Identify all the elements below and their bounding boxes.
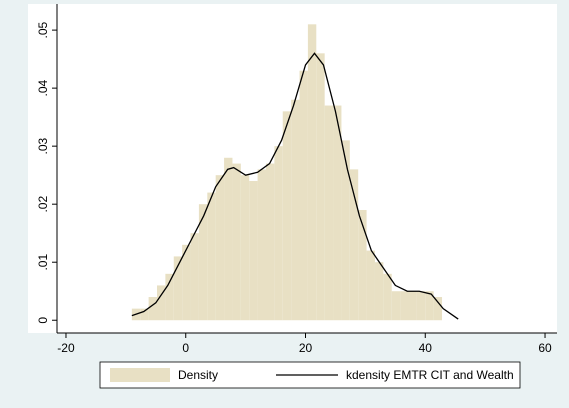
bar	[324, 105, 334, 321]
bar	[307, 24, 317, 321]
bar	[358, 209, 367, 321]
bar	[249, 180, 258, 321]
bar	[383, 273, 392, 321]
bar	[366, 250, 375, 321]
bar	[198, 204, 208, 321]
bar	[165, 273, 174, 321]
bar	[207, 192, 216, 321]
x-tick-label: 60	[538, 341, 552, 355]
y-tick-label: .01	[36, 254, 50, 271]
bar	[257, 169, 266, 321]
x-tick-label: 20	[299, 341, 313, 355]
bar	[291, 99, 300, 321]
bar	[182, 244, 191, 321]
bar	[374, 262, 384, 321]
bar	[232, 163, 241, 321]
bar	[274, 146, 283, 321]
legend-label: kdensity EMTR CIT and Wealth	[346, 368, 514, 382]
x-tick-label: 40	[419, 341, 433, 355]
legend-label: Density	[178, 368, 218, 382]
y-tick-label: 0	[36, 317, 50, 324]
y-tick-label: .02	[36, 196, 50, 213]
bar	[299, 70, 308, 321]
bar	[433, 297, 443, 321]
bar	[416, 291, 426, 321]
bar	[190, 233, 199, 321]
bar	[400, 291, 409, 321]
bar	[391, 291, 401, 321]
bar	[140, 308, 149, 321]
bar	[157, 285, 166, 321]
bar	[224, 157, 233, 321]
bar	[215, 175, 225, 321]
x-tick-label: -20	[57, 341, 75, 355]
bar	[333, 105, 342, 321]
bar	[341, 140, 350, 321]
bar	[240, 175, 250, 321]
y-tick-label: .05	[36, 21, 50, 38]
y-tick-label: .03	[36, 137, 50, 154]
bar	[148, 297, 157, 321]
bar	[173, 256, 183, 321]
x-tick-label: 0	[182, 341, 189, 355]
bar	[282, 111, 292, 321]
bar	[349, 169, 359, 321]
bar	[316, 53, 325, 321]
density-line	[131, 52, 459, 320]
bar	[425, 291, 434, 321]
bar	[265, 163, 275, 321]
y-tick-label: .04	[36, 79, 50, 96]
legend-swatch	[110, 368, 170, 382]
bar	[408, 291, 417, 321]
